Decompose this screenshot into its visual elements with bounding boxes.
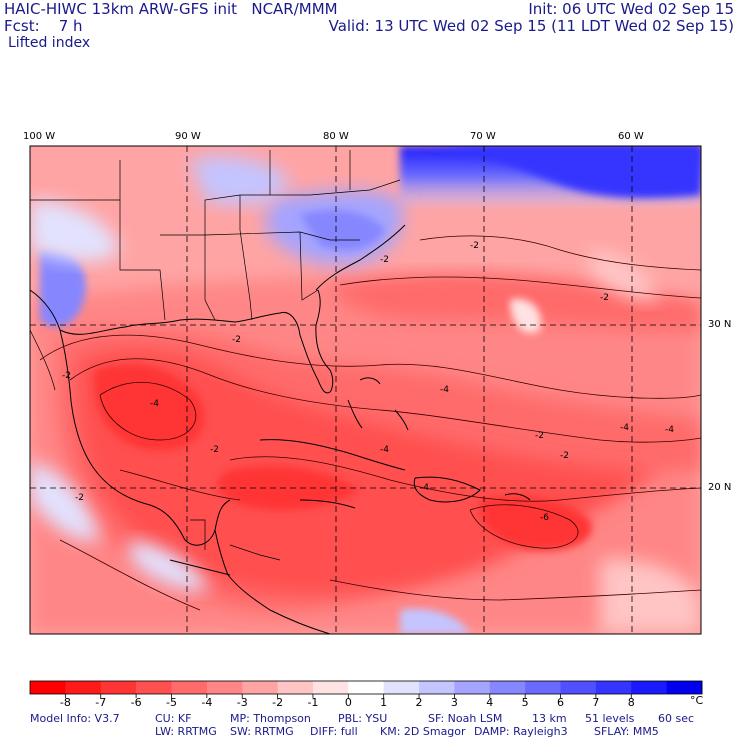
colorbar-label: 0 — [344, 696, 352, 709]
colorbar-swatch — [525, 681, 562, 694]
colorbar — [30, 681, 703, 698]
contour-label: -4 — [620, 423, 629, 433]
colorbar-swatch — [383, 681, 420, 694]
lon-label-70w: 70 W — [470, 131, 496, 142]
contour-label: -2 — [75, 493, 84, 503]
contours — [39, 235, 701, 611]
lat-lon-grid — [30, 146, 701, 634]
colorbar-swatch — [419, 681, 455, 694]
political-borders — [30, 150, 401, 561]
contour-label: -4 — [150, 399, 159, 409]
footer-sf: SF: Noah LSM — [428, 712, 503, 725]
footer-mp: MP: Thompson — [230, 712, 311, 725]
map-frame — [29, 145, 702, 635]
colorbar-label: 2 — [415, 696, 423, 709]
lifted-index-field — [30, 146, 701, 634]
contour-label: -2 — [470, 241, 479, 251]
footer-model-info: Model Info: V3.7 — [30, 712, 120, 725]
contour-label: -2 — [210, 445, 219, 455]
footer-lw: LW: RRTMG — [155, 725, 217, 738]
contour-label: -4 — [665, 425, 674, 435]
colorbar-label: -6 — [130, 696, 142, 709]
colorbar-label: -5 — [165, 696, 177, 709]
footer-resolution: 13 km — [532, 712, 567, 725]
lat-label-20n: 20 N — [708, 482, 732, 493]
colorbar-swatch — [100, 681, 137, 694]
colorbar-unit: °C — [690, 694, 704, 707]
contour-label: -2 — [232, 335, 241, 345]
contour-label: -4 — [440, 385, 449, 395]
colorbar-swatch — [206, 681, 243, 694]
init-time: Init: 06 UTC Wed 02 Sep 15 — [528, 0, 734, 18]
footer-km: KM: 2D Smagor — [380, 725, 466, 738]
contour-label: -2 — [600, 293, 609, 303]
colorbar-swatch — [171, 681, 208, 694]
lon-label-80w: 80 W — [323, 131, 349, 142]
contour-label: -2 — [560, 451, 569, 461]
colorbar-frame — [29, 680, 703, 695]
colorbar-swatch — [136, 681, 172, 694]
field-name: Lifted index — [8, 35, 91, 51]
colorbar-swatch — [560, 681, 597, 694]
colorbar-swatch — [30, 681, 66, 694]
model-title: HAIC-HIWC 13km ARW-GFS init NCAR/MMM — [4, 0, 338, 18]
footer-damp: DAMP: Rayleigh3 — [474, 725, 568, 738]
footer-diff: DIFF: full — [310, 725, 358, 738]
footer-pbl: PBL: YSU — [338, 712, 388, 725]
contour-label: -6 — [540, 513, 549, 523]
colorbar-swatch — [595, 681, 632, 694]
colorbar-swatch — [454, 681, 491, 694]
colorbar-label: -4 — [201, 696, 213, 709]
contour-label: -2 — [62, 371, 71, 381]
contour-label: -4 — [380, 445, 389, 455]
colorbar-label: 5 — [521, 696, 529, 709]
colorbar-label: 4 — [486, 696, 494, 709]
colorbar-label: 8 — [627, 696, 635, 709]
colorbar-label: -3 — [236, 696, 248, 709]
colorbar-label: 6 — [557, 696, 565, 709]
colorbar-label: 3 — [450, 696, 458, 709]
colorbar-label: 7 — [592, 696, 600, 709]
lat-label-30n: 30 N — [708, 319, 732, 330]
colorbar-swatch — [631, 681, 668, 694]
colorbar-swatch — [65, 681, 102, 694]
colorbar-swatch — [312, 681, 349, 694]
lon-label-60w: 60 W — [618, 131, 644, 142]
colorbar-swatch — [242, 681, 279, 694]
colorbar-label: -8 — [59, 696, 71, 709]
footer-cu: CU: KF — [155, 712, 192, 725]
colorbar-label: -2 — [272, 696, 284, 709]
lon-label-90w: 90 W — [175, 131, 201, 142]
lon-label-100w: 100 W — [23, 131, 56, 142]
footer-timestep: 60 sec — [658, 712, 695, 725]
contour-label: -2 — [535, 431, 544, 441]
footer-levels: 51 levels — [585, 712, 635, 725]
colorbar-label: -1 — [307, 696, 319, 709]
valid-time: Valid: 13 UTC Wed 02 Sep 15 (11 LDT Wed … — [328, 17, 734, 35]
colorbar-label: 1 — [380, 696, 388, 709]
colorbar-label: -7 — [95, 696, 107, 709]
footer-sw: SW: RRTMG — [230, 725, 294, 738]
footer-sflay: SFLAY: MM5 — [594, 725, 659, 738]
contour-label: -2 — [380, 255, 389, 265]
colorbar-swatch — [348, 681, 385, 694]
colorbar-swatch — [489, 681, 526, 694]
forecast-hour: Fcst: 7 h — [4, 17, 83, 35]
colorbar-swatch — [277, 681, 314, 694]
colorbar-swatch — [666, 681, 703, 694]
contour-label: -4 — [420, 483, 429, 493]
